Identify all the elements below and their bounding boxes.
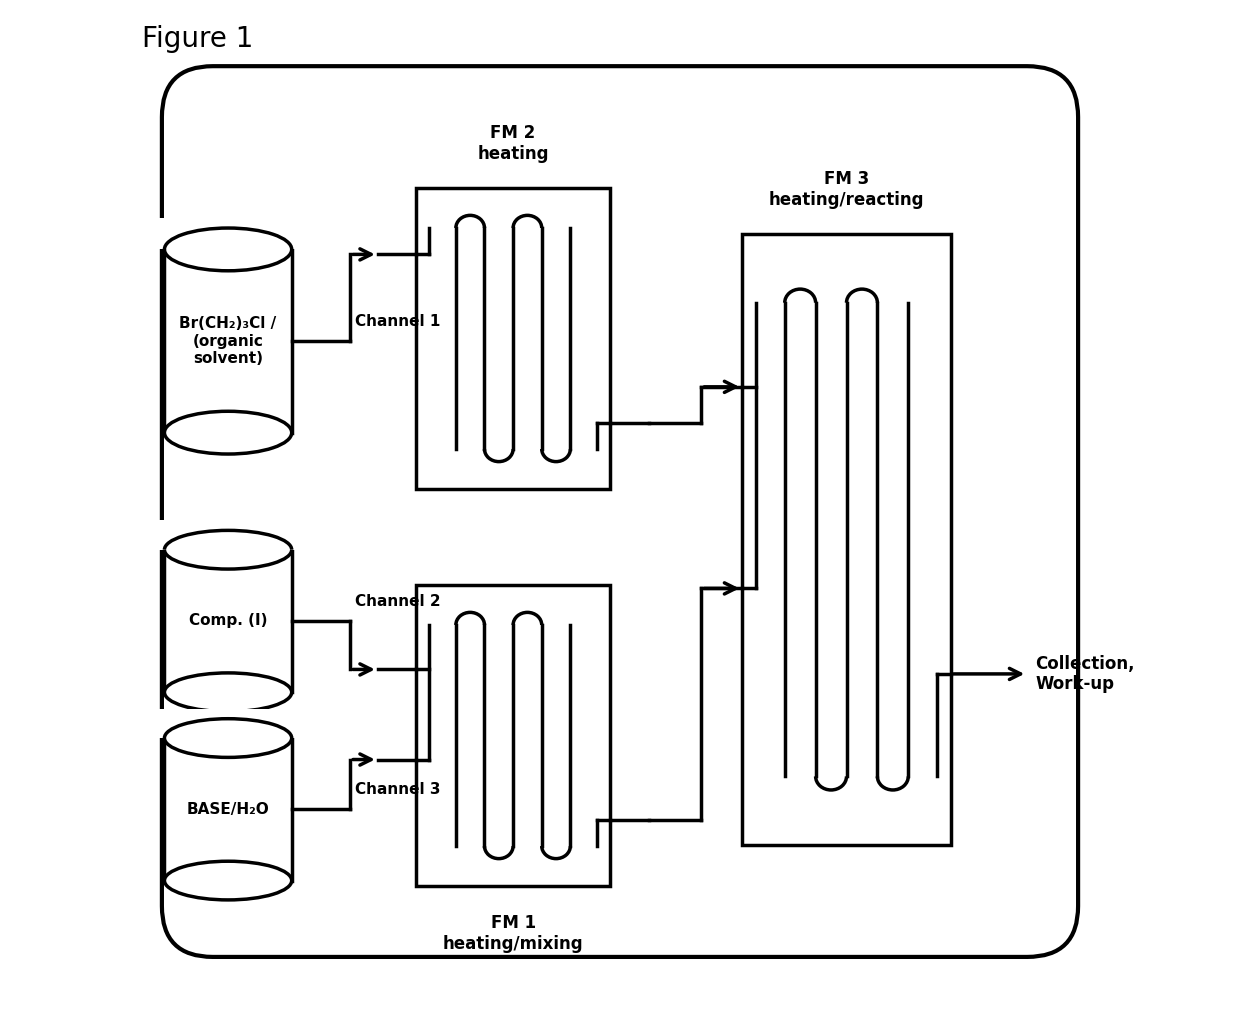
Ellipse shape xyxy=(165,673,291,712)
Text: Collection,
Work-up: Collection, Work-up xyxy=(1035,655,1135,693)
FancyBboxPatch shape xyxy=(162,66,1078,957)
Bar xyxy=(165,249,291,433)
Bar xyxy=(165,738,291,881)
Bar xyxy=(165,550,291,692)
Bar xyxy=(417,188,610,489)
Text: Channel 3: Channel 3 xyxy=(356,782,441,797)
Text: FM 1
heating/mixing: FM 1 heating/mixing xyxy=(443,914,584,953)
Bar xyxy=(154,709,301,738)
Bar xyxy=(154,218,301,249)
Ellipse shape xyxy=(165,411,291,454)
Text: Figure 1: Figure 1 xyxy=(141,25,253,54)
Bar xyxy=(743,234,951,845)
Ellipse shape xyxy=(165,719,291,757)
Text: BASE/H₂O: BASE/H₂O xyxy=(187,802,269,816)
Text: Channel 2: Channel 2 xyxy=(356,593,441,609)
Text: Br(CH₂)₃Cl /
(organic
solvent): Br(CH₂)₃Cl / (organic solvent) xyxy=(180,317,277,365)
Ellipse shape xyxy=(165,228,291,271)
Ellipse shape xyxy=(165,861,291,900)
Text: FM 3
heating/reacting: FM 3 heating/reacting xyxy=(769,170,924,209)
Bar xyxy=(154,520,301,550)
Text: FM 2
heating: FM 2 heating xyxy=(477,124,549,163)
Ellipse shape xyxy=(165,530,291,569)
Text: Channel 1: Channel 1 xyxy=(356,314,440,329)
Bar xyxy=(417,585,610,886)
Text: Comp. (I): Comp. (I) xyxy=(188,614,268,628)
